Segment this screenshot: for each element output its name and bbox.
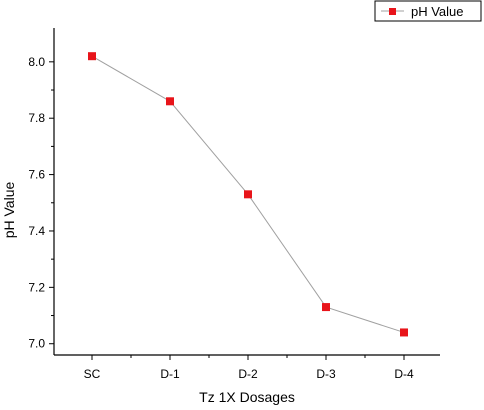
y-tick-label: 7.6 [28, 168, 45, 182]
x-tick-label: D-1 [160, 367, 180, 381]
x-axis-title: Tz 1X Dosages [199, 389, 295, 405]
legend-marker [389, 8, 396, 15]
y-tick-label: 7.2 [28, 280, 45, 294]
y-ticks: 7.0 7.2 7.4 7.6 7.8 8.0 [28, 55, 54, 351]
legend-label: pH Value [411, 4, 464, 19]
series-layer [88, 52, 408, 337]
legend-box [374, 0, 482, 22]
data-point [166, 97, 174, 106]
y-tick-label: 7.4 [28, 224, 45, 238]
x-tick-label: D-2 [238, 367, 258, 381]
y-tick-label: 8.0 [28, 55, 45, 69]
x-tick-label: D-4 [394, 367, 414, 381]
data-point [400, 328, 408, 337]
x-tick-label: SC [84, 367, 101, 381]
y-tick-label: 7.8 [28, 111, 45, 125]
y-tick-label: 7.0 [28, 337, 45, 351]
x-ticks: SC D-1 D-2 D-3 D-4 [84, 355, 414, 381]
x-tick-label: D-3 [316, 367, 336, 381]
data-point [322, 303, 330, 312]
y-axis-title: pH Value [1, 182, 17, 239]
data-point [88, 52, 96, 61]
axes [53, 28, 440, 356]
legend: pH Value [374, 0, 482, 22]
data-point [244, 190, 252, 199]
